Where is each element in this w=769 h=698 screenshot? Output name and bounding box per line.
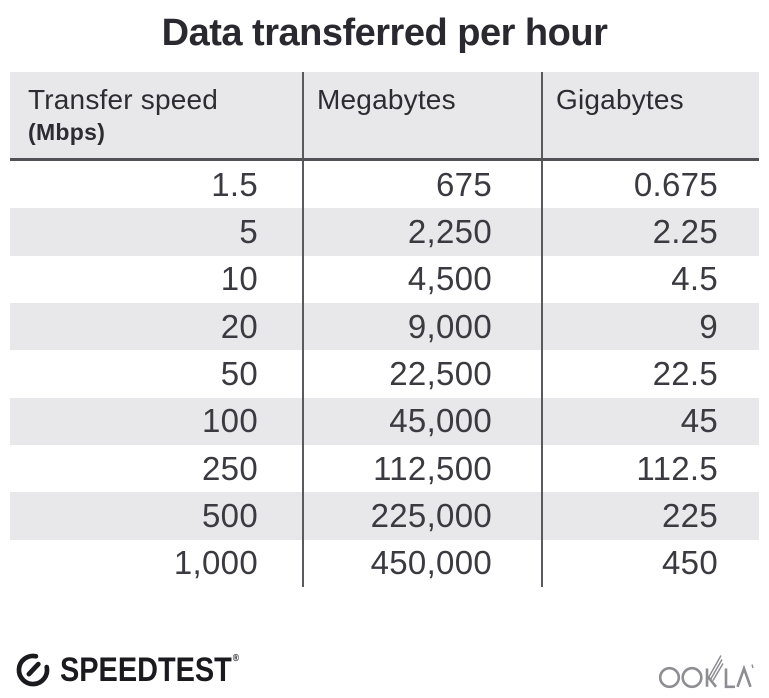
transfer-speed-cell: 50 <box>220 354 258 392</box>
gigabytes-cell: 45 <box>541 397 759 445</box>
table-row: 250 112,500 112.5 <box>10 444 759 493</box>
ookla-wordmark-icon <box>659 655 754 689</box>
table-row: 5 2,250 2.25 <box>10 208 759 256</box>
page-title: Data transferred per hour <box>161 12 608 54</box>
table-row: 50 22,500 22.5 <box>10 350 759 398</box>
table-row: 1,000 450,000 450 <box>10 539 759 587</box>
gigabytes-cell: 450 <box>541 539 759 587</box>
megabytes-cell: 9,000 <box>302 302 541 351</box>
megabytes-cell: 450,000 <box>302 539 541 587</box>
speedtest-gauge-icon <box>16 653 50 687</box>
transfer-speed-cell: 5 <box>239 212 258 250</box>
megabytes-cell: 675 <box>302 161 541 209</box>
gigabytes-cell: 225 <box>541 492 759 540</box>
gigabytes-cell: 9 <box>541 302 759 351</box>
table-row: 100 45,000 45 <box>10 397 759 445</box>
header-gigabytes: Gigabytes <box>541 72 759 158</box>
table-row: 10 4,500 4.5 <box>10 255 759 303</box>
header-megabytes: Megabytes <box>302 72 541 158</box>
table-row: 20 9,000 9 <box>10 302 759 351</box>
gigabytes-cell: 112.5 <box>541 444 759 493</box>
megabytes-cell: 225,000 <box>302 492 541 540</box>
table-row: 500 225,000 225 <box>10 492 759 540</box>
footer: SPEEDTEST® <box>14 646 755 694</box>
megabytes-cell: 45,000 <box>302 397 541 445</box>
gigabytes-cell: 0.675 <box>541 161 759 209</box>
transfer-speed-cell: 10 <box>220 260 258 298</box>
megabytes-cell: 2,250 <box>302 208 541 256</box>
transfer-speed-cell: 1.5 <box>211 165 258 203</box>
gigabytes-cell: 2.25 <box>541 208 759 256</box>
table-row: 1.5 675 0.675 <box>10 161 759 209</box>
registered-trademark-symbol: ® <box>232 652 239 664</box>
megabytes-cell: 112,500 <box>302 444 541 493</box>
speedtest-logo: SPEEDTEST® <box>14 651 271 690</box>
transfer-speed-cell: 1,000 <box>173 544 258 582</box>
transfer-speed-cell: 500 <box>202 496 258 534</box>
header-transfer-speed-label: Transfer speed <box>28 84 219 115</box>
gigabytes-cell: 4.5 <box>541 255 759 303</box>
speedtest-label: SPEEDTEST <box>60 650 232 689</box>
megabytes-cell: 4,500 <box>302 255 541 303</box>
transfer-speed-cell: 20 <box>220 307 258 345</box>
table-header-row: Transfer speed (Mbps) Megabytes Gigabyte… <box>10 72 759 161</box>
data-table: Transfer speed (Mbps) Megabytes Gigabyte… <box>10 72 759 587</box>
megabytes-cell: 22,500 <box>302 350 541 398</box>
header-megabytes-label: Megabytes <box>317 84 456 115</box>
transfer-speed-cell: 250 <box>202 449 258 487</box>
header-gigabytes-label: Gigabytes <box>556 84 684 115</box>
table-body: 1.5 675 0.675 5 2,250 2.25 10 4,500 4.5 … <box>10 161 759 587</box>
ookla-logo <box>659 650 755 690</box>
transfer-speed-cell: 100 <box>202 402 258 440</box>
gigabytes-cell: 22.5 <box>541 350 759 398</box>
header-transfer-speed-unit: (Mbps) <box>28 119 106 145</box>
speedtest-wordmark: SPEEDTEST® <box>60 651 239 690</box>
header-transfer-speed: Transfer speed (Mbps) <box>10 72 302 158</box>
